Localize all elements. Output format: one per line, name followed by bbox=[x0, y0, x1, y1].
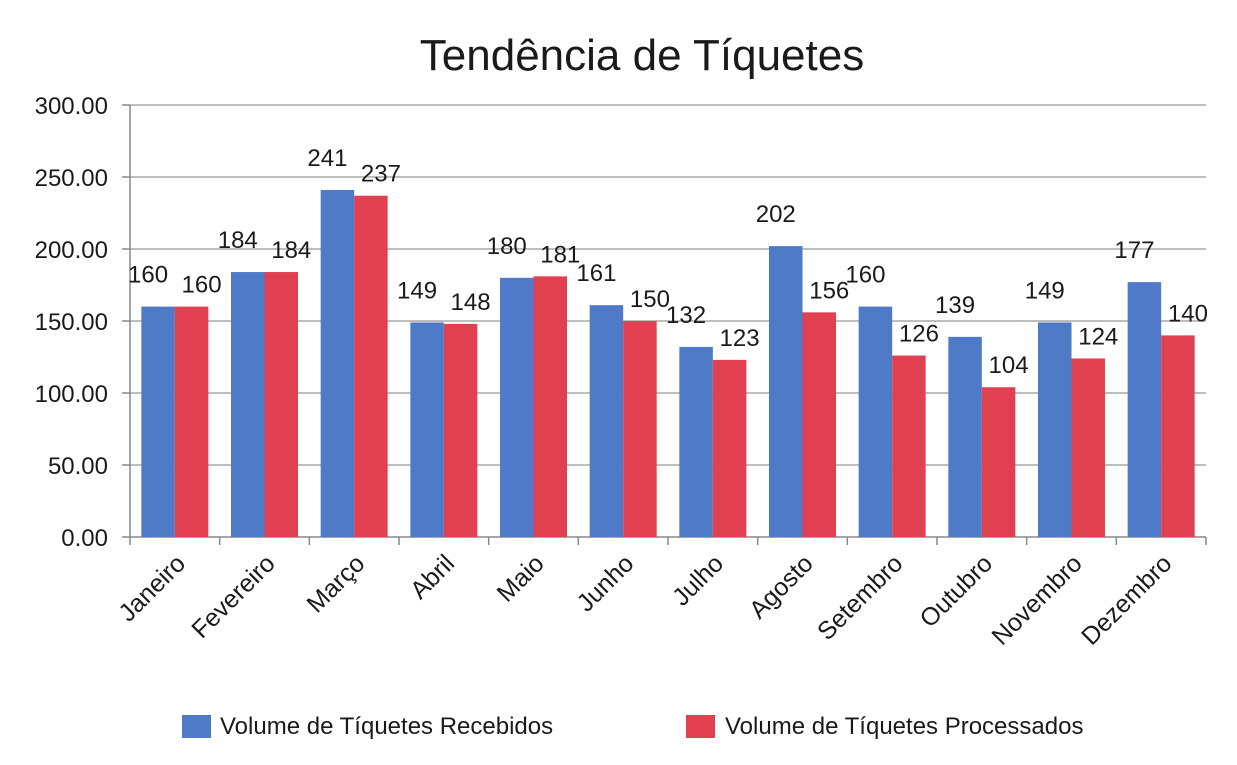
bar-processados bbox=[533, 276, 567, 537]
bar-recebidos bbox=[948, 336, 982, 537]
bar-recebidos bbox=[1038, 322, 1072, 537]
bar-processados bbox=[443, 323, 478, 537]
bar-recebidos bbox=[1127, 282, 1162, 537]
bar-processados bbox=[264, 272, 298, 537]
y-tick-label: 150.00 bbox=[35, 309, 108, 336]
legend-swatch bbox=[182, 715, 211, 738]
y-tick-label: 250.00 bbox=[35, 165, 108, 192]
x-tick-label: Setembro bbox=[812, 549, 908, 645]
bar-processados bbox=[623, 321, 657, 537]
y-tick-label: 100.00 bbox=[35, 381, 108, 408]
gridlines bbox=[130, 104, 1206, 466]
data-label: 126 bbox=[899, 321, 939, 348]
y-tick-label: 300.00 bbox=[35, 93, 108, 120]
data-label: 160 bbox=[182, 272, 222, 299]
bar-recebidos bbox=[858, 306, 893, 537]
data-label: 123 bbox=[720, 325, 760, 352]
y-tick-label: 50.00 bbox=[48, 453, 108, 480]
x-tick-label: Agosto bbox=[744, 549, 819, 624]
data-label: 202 bbox=[756, 201, 796, 228]
bar-recebidos bbox=[679, 346, 713, 537]
y-tick-label: 200.00 bbox=[35, 237, 108, 264]
x-tick-label: Março bbox=[301, 549, 370, 618]
legend-label: Volume de Tíquetes Processados bbox=[725, 713, 1083, 740]
x-tick-label: Fevereiro bbox=[186, 549, 280, 643]
data-label: 160 bbox=[128, 262, 168, 289]
y-tick-label: 0.00 bbox=[61, 525, 108, 552]
legend-label: Volume de Tíquetes Recebidos bbox=[220, 713, 553, 740]
data-label: 160 bbox=[845, 262, 885, 289]
data-label: 132 bbox=[666, 302, 706, 329]
x-tick-label: Abril bbox=[405, 549, 460, 604]
bar-processados bbox=[1071, 358, 1105, 537]
bar-processados bbox=[802, 312, 836, 537]
data-label: 148 bbox=[451, 289, 491, 316]
data-label: 184 bbox=[271, 237, 311, 264]
legend: Volume de Tíquetes Recebidos Volume de Tí… bbox=[182, 713, 1083, 740]
bar-recebidos bbox=[769, 246, 803, 537]
data-label: 237 bbox=[361, 161, 401, 188]
data-label: 177 bbox=[1114, 237, 1154, 264]
data-label: 149 bbox=[397, 277, 437, 304]
bar-processados bbox=[981, 387, 1016, 537]
x-tick-label: Outubro bbox=[914, 549, 998, 633]
data-label: 184 bbox=[218, 227, 258, 254]
x-tick-label: Junho bbox=[571, 549, 639, 617]
x-tick-label: Maio bbox=[492, 549, 550, 607]
data-label: 149 bbox=[1025, 277, 1065, 304]
x-tick-label: Novembro bbox=[986, 549, 1087, 650]
bar-recebidos bbox=[141, 306, 175, 537]
bar-recebidos bbox=[231, 272, 265, 537]
bars bbox=[141, 189, 1195, 537]
bar-processados bbox=[354, 195, 388, 537]
data-label: 161 bbox=[576, 260, 616, 287]
data-label: 150 bbox=[630, 286, 670, 313]
data-label: 156 bbox=[809, 277, 849, 304]
bar-processados bbox=[1161, 335, 1195, 537]
bar-recebidos bbox=[320, 189, 355, 537]
x-tick-label: Dezembro bbox=[1076, 549, 1177, 650]
data-label: 124 bbox=[1078, 323, 1118, 350]
legend-swatch bbox=[686, 715, 715, 738]
bar-recebidos bbox=[410, 322, 444, 537]
data-label: 241 bbox=[307, 145, 347, 172]
bar-processados bbox=[712, 359, 747, 537]
bar-processados bbox=[892, 355, 926, 537]
data-label: 140 bbox=[1168, 300, 1208, 327]
bar-recebidos bbox=[589, 305, 624, 537]
data-label: 180 bbox=[487, 233, 527, 260]
data-label: 104 bbox=[989, 352, 1029, 379]
data-label: 181 bbox=[540, 241, 580, 268]
x-tick-label: Janeiro bbox=[113, 549, 191, 627]
x-tick-label: Julho bbox=[667, 549, 729, 611]
bar-recebidos bbox=[500, 277, 534, 537]
data-label: 139 bbox=[935, 292, 975, 319]
chart-title: Tendência de Tíquetes bbox=[420, 31, 864, 80]
bar-processados bbox=[174, 306, 209, 537]
data-labels: 1601842411491801611322021601391491771601… bbox=[128, 145, 1208, 379]
